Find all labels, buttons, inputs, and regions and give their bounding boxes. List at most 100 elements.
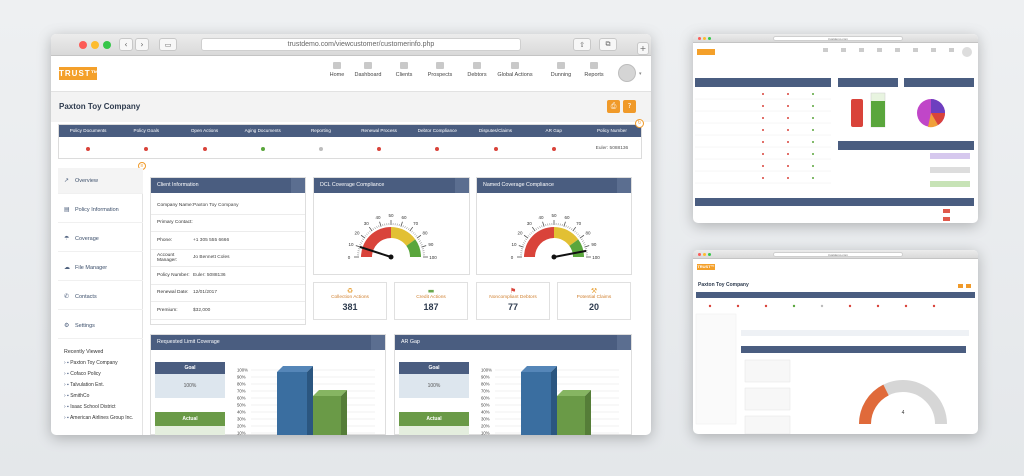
sidebar-item-contacts[interactable]: ✆ Contacts (58, 284, 143, 310)
status-header[interactable]: Policy Goals (133, 128, 160, 133)
status-dot (787, 129, 789, 131)
status-dot[interactable] (551, 146, 556, 151)
sidebar-item-label: Settings (75, 322, 95, 329)
avatar[interactable] (618, 64, 636, 82)
maximize-window-button[interactable] (103, 41, 111, 49)
status-dot[interactable] (202, 146, 207, 151)
status-header[interactable]: Policy Documents (69, 128, 107, 133)
status-dot[interactable] (493, 146, 498, 151)
status-dot (762, 177, 764, 179)
help-button[interactable]: ? (623, 100, 636, 113)
actual-label-box: Actual (399, 412, 469, 426)
refresh-icon[interactable]: ↻ (635, 119, 644, 128)
address-bar[interactable]: trustdemo.com/viewcustomer/customerinfo.… (201, 38, 521, 51)
metric-card-collection-actions[interactable]: ♻ Collection Actions 381 (313, 282, 387, 320)
status-dot[interactable] (86, 146, 91, 151)
share-button[interactable]: ⇧ (573, 38, 591, 51)
recent-item[interactable]: › ▪ SmithCo (64, 393, 89, 399)
address-bar[interactable]: trustdemo.com (773, 252, 903, 257)
minimize-window-button[interactable] (703, 37, 706, 40)
status-header[interactable]: Reporting (310, 128, 331, 133)
sidebar-item-label: Policy Information (75, 206, 119, 213)
status-header[interactable]: AR Gap (545, 128, 562, 133)
back-button[interactable]: ‹ (119, 38, 133, 51)
gauge-tick (415, 235, 418, 237)
status-dot[interactable] (260, 146, 265, 151)
close-window-button[interactable] (79, 41, 87, 49)
recent-item[interactable]: › ▪ Paxton Toy Company (64, 360, 118, 366)
tabs-button[interactable]: ⧉ (599, 38, 617, 51)
nav-prospects[interactable]: Prospects (420, 62, 460, 78)
status-dot[interactable] (435, 146, 440, 151)
sidebar-item-settings[interactable]: ⚙ Settings (58, 313, 143, 339)
status-dot (762, 153, 764, 155)
address-bar[interactable]: trustdemo.com (773, 36, 903, 41)
client-info-key: Phone: (157, 237, 173, 243)
nav-reports[interactable]: Reports (574, 62, 614, 78)
y-tick-label: 100% (237, 368, 248, 373)
maximize-window-button[interactable] (708, 253, 711, 256)
panel-menu-icon[interactable] (371, 335, 385, 350)
status-header[interactable]: Policy Number (596, 128, 627, 133)
gauge-tick (404, 226, 406, 229)
goal-bar-top (277, 366, 313, 372)
status-dot[interactable] (377, 146, 382, 151)
nav-dunning[interactable]: Dunning (541, 62, 581, 78)
gauge-tick (523, 242, 526, 244)
recent-item[interactable]: › ▪ Isaac School District (64, 404, 116, 410)
close-window-button[interactable] (698, 37, 701, 40)
status-dot (812, 129, 814, 131)
named-coverage-panel: Named Coverage Compliance 0 10 20 30 40 50 60 7… (476, 177, 632, 275)
forward-button[interactable]: › (135, 38, 149, 51)
panel-menu-icon[interactable] (455, 178, 469, 193)
trust-logo[interactable]: TRUST™ (697, 264, 715, 270)
minimize-window-button[interactable] (91, 41, 99, 49)
status-dot (787, 165, 789, 167)
requested-limit-panel: Requested Limit Coverage Goal 100% Actua… (150, 334, 386, 435)
sidebar-item-policy-information[interactable]: ▤ Policy Information (58, 197, 143, 223)
minimize-window-button[interactable] (703, 253, 706, 256)
status-header[interactable]: Aging Documents (244, 128, 281, 133)
metric-label: Potential Claims (576, 295, 612, 300)
new-tab-button[interactable]: + (637, 42, 649, 55)
sidebar-item-file-manager[interactable]: ☁ File Manager (58, 255, 143, 281)
sidebar-item-overview[interactable]: ↗ Overview (58, 168, 143, 194)
nav-clients[interactable]: Clients (384, 62, 424, 78)
gauge-tick-label: 90 (428, 242, 434, 247)
panel-menu-icon[interactable] (617, 178, 631, 193)
sidebar-item-coverage[interactable]: ☂ Coverage (58, 226, 143, 252)
status-dot[interactable] (144, 146, 149, 151)
y-tick-label: 20% (237, 424, 246, 429)
actual-label: Actual (182, 416, 198, 422)
metric-card-noncompliant-debtors[interactable]: ⚑ Noncompliant Debtors 77 (476, 282, 550, 320)
gauge-tick (563, 221, 566, 227)
metric-card-credit-actions[interactable]: ▬ Credit Actions 187 (394, 282, 468, 320)
status-header[interactable]: Debtor Compliance (417, 128, 457, 133)
metric-card-potential-claims[interactable]: ⚒ Potential Claims 20 (557, 282, 631, 320)
nav-debtors[interactable]: Debtors (457, 62, 497, 78)
nav-dashboard[interactable]: Dashboard (348, 62, 388, 78)
status-header[interactable]: Disputes/Claims (478, 128, 513, 133)
nav-icon (511, 62, 519, 69)
status-header[interactable]: Renewal Process (361, 128, 397, 133)
sidebar-toggle-button[interactable]: ▭ (159, 38, 177, 51)
maximize-window-button[interactable] (708, 37, 711, 40)
panel-menu-icon[interactable] (617, 335, 631, 350)
recent-item[interactable]: › ▪ American Airlines Group Inc. (64, 415, 133, 421)
status-dot[interactable] (318, 146, 323, 151)
folder-icon: › ▪ (64, 404, 71, 410)
recent-item[interactable]: › ▪ Talvulation Ent. (64, 382, 104, 388)
dcl-header: DCL Coverage Compliance (314, 178, 469, 193)
panel-menu-icon[interactable] (291, 178, 305, 193)
status-header[interactable]: Open Actions (190, 128, 219, 133)
nav-global-actions[interactable]: Global Actions (495, 62, 535, 78)
gauge-tick-label: 80 (585, 230, 591, 235)
close-window-button[interactable] (698, 253, 701, 256)
recent-item[interactable]: › ▪ Cofaco Policy (64, 371, 101, 377)
chevron-down-icon[interactable]: ▾ (639, 71, 642, 77)
print-button[interactable]: ⎙ (607, 100, 620, 113)
trust-logo[interactable]: TRUST™ (59, 67, 100, 80)
gauge-tick (570, 228, 573, 231)
nav-home[interactable]: Home (317, 62, 357, 78)
status-dot (812, 153, 814, 155)
